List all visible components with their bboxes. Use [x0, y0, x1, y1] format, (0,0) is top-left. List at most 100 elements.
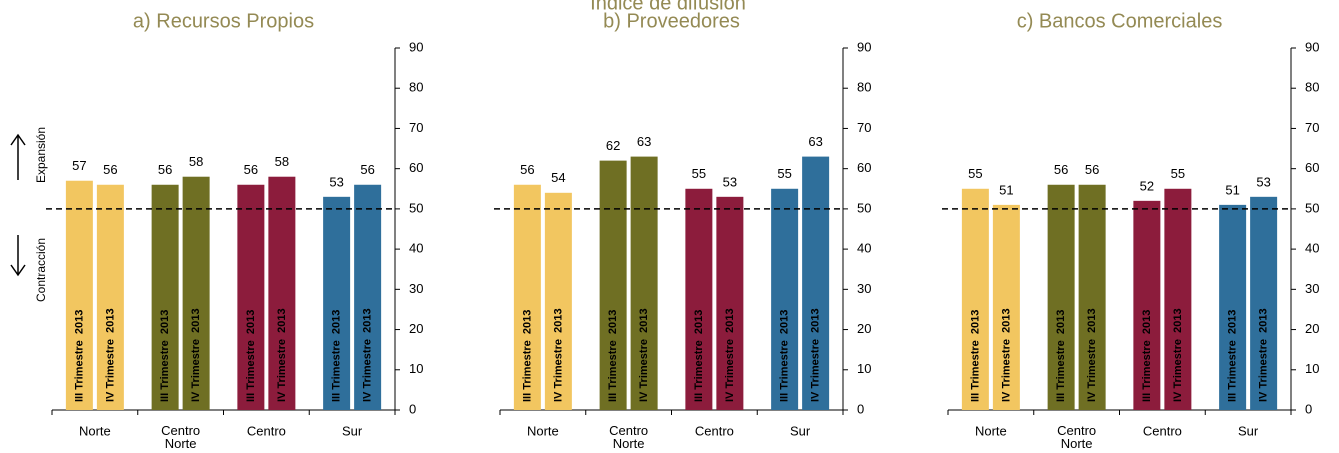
y-tick-label: 50 — [857, 200, 871, 215]
bar-series-label: IV Trimestre 2013 — [638, 308, 650, 402]
panel-title: b) Proveedores — [603, 10, 740, 32]
value-label: 58 — [275, 154, 289, 169]
y-tick-label: 10 — [857, 361, 871, 376]
bar — [513, 184, 541, 410]
bar-series-label: III Trimestre 2013 — [607, 310, 619, 402]
y-tick-label: 0 — [1305, 401, 1312, 416]
value-label: 51 — [1225, 182, 1239, 197]
bar — [771, 188, 799, 410]
bar-series-label: IV Trimestre 2013 — [190, 308, 202, 402]
bar-series-label: IV Trimestre 2013 — [810, 308, 822, 402]
y-tick-label: 70 — [1305, 120, 1319, 135]
bar — [802, 156, 830, 410]
y-tick-label: 90 — [857, 39, 871, 54]
direction-arrows — [10, 133, 26, 277]
y-tick-label: 20 — [857, 321, 871, 336]
value-label: 57 — [72, 158, 86, 173]
bar-series-label: III Trimestre 2013 — [159, 310, 171, 402]
y-tick-label: 30 — [857, 281, 871, 296]
bar — [992, 204, 1020, 410]
y-tick-label: 0 — [409, 401, 416, 416]
bar-series-label: III Trimestre 2013 — [245, 310, 257, 402]
y-tick-label: 80 — [857, 80, 871, 95]
value-label: 55 — [777, 166, 791, 181]
bar-series-label: III Trimestre 2013 — [1055, 310, 1067, 402]
bar — [151, 184, 179, 410]
y-tick-label: 50 — [1305, 200, 1319, 215]
annotation: Contracción — [34, 238, 48, 302]
bar-series-label: III Trimestre 2013 — [73, 310, 85, 402]
value-label: 55 — [1171, 166, 1185, 181]
y-tick-label: 60 — [409, 160, 423, 175]
bar — [961, 188, 989, 410]
bar — [65, 180, 93, 410]
bar — [685, 188, 713, 410]
x-tick-label: Centro Norte — [609, 423, 648, 451]
y-tick-label: 0 — [857, 401, 864, 416]
y-tick-label: 20 — [409, 321, 423, 336]
bar-series-label: III Trimestre 2013 — [1227, 310, 1239, 402]
bar-series-label: III Trimestre 2013 — [969, 310, 981, 402]
value-label: 55 — [968, 166, 982, 181]
x-tick-label: Centro Norte — [161, 423, 200, 451]
value-label: 56 — [360, 162, 374, 177]
bar-series-label: III Trimestre 2013 — [779, 310, 791, 402]
y-tick-label: 10 — [409, 361, 423, 376]
y-tick-label: 30 — [1305, 281, 1319, 296]
bar — [323, 196, 351, 410]
x-tick-label: Centro — [247, 423, 286, 438]
y-tick-label: 40 — [409, 241, 423, 256]
y-tick-label: 40 — [857, 241, 871, 256]
panel-title: c) Bancos Comerciales — [1017, 10, 1223, 32]
y-tick-label: 80 — [409, 80, 423, 95]
y-tick-label: 80 — [1305, 80, 1319, 95]
bar-series-label: IV Trimestre 2013 — [362, 308, 374, 402]
value-label: 58 — [189, 154, 203, 169]
value-label: 51 — [999, 182, 1013, 197]
value-label: 54 — [551, 170, 565, 185]
bar-series-label: III Trimestre 2013 — [693, 310, 705, 402]
bar-series-label: IV Trimestre 2013 — [1086, 308, 1098, 402]
x-tick-label: Norte — [975, 423, 1007, 438]
bar-series-label: IV Trimestre 2013 — [1000, 308, 1012, 402]
value-label: 56 — [103, 162, 117, 177]
main-title: Índice de difusión — [590, 0, 746, 14]
bar — [182, 176, 210, 410]
bar-series-label: IV Trimestre 2013 — [552, 308, 564, 402]
bar-series-label: IV Trimestre 2013 — [724, 308, 736, 402]
x-tick-label: Centro Norte — [1057, 423, 1096, 451]
value-label: 56 — [1054, 162, 1068, 177]
bar — [630, 156, 658, 410]
panel-title: a) Recursos Propios — [133, 10, 314, 32]
y-tick-label: 40 — [1305, 241, 1319, 256]
y-tick-label: 60 — [857, 160, 871, 175]
x-tick-label: Norte — [527, 423, 559, 438]
bar — [544, 192, 572, 410]
bar — [354, 184, 382, 410]
value-label: 56 — [520, 162, 534, 177]
y-tick-label: 70 — [409, 120, 423, 135]
bar-series-label: IV Trimestre 2013 — [104, 308, 116, 402]
value-label: 56 — [244, 162, 258, 177]
annotation: Expansión — [34, 127, 48, 183]
value-label: 52 — [1140, 178, 1154, 193]
y-tick-label: 50 — [409, 200, 423, 215]
x-tick-label: Sur — [790, 423, 811, 438]
y-tick-label: 90 — [1305, 39, 1319, 54]
value-label: 56 — [158, 162, 172, 177]
value-label: 53 — [723, 174, 737, 189]
value-label: 55 — [692, 166, 706, 181]
bar — [1219, 204, 1247, 410]
bar — [1078, 184, 1106, 410]
bar — [96, 184, 124, 410]
value-label: 53 — [329, 174, 343, 189]
bar-series-label: IV Trimestre 2013 — [276, 308, 288, 402]
y-tick-label: 30 — [409, 281, 423, 296]
y-tick-label: 90 — [409, 39, 423, 54]
arrow-up — [10, 133, 26, 180]
bar-series-label: III Trimestre 2013 — [521, 310, 533, 402]
value-label: 63 — [808, 134, 822, 149]
x-tick-label: Norte — [79, 423, 111, 438]
bar — [1250, 196, 1278, 410]
